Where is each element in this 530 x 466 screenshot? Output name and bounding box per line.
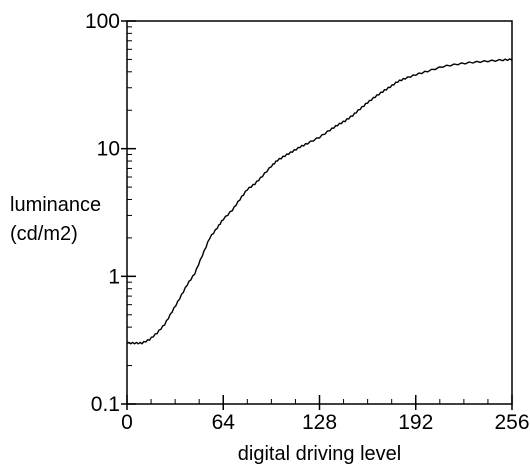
x-tick-label: 256 (494, 411, 529, 434)
y-tick-label: 0.1 (91, 393, 120, 416)
x-tick-label: 192 (398, 411, 433, 434)
y-axis-label-line-1: luminance (10, 194, 101, 216)
x-tick-label: 0 (121, 411, 133, 434)
x-axis-ticks: 0 64 128 192 256 (121, 395, 530, 434)
luminance-series-line (126, 58, 513, 345)
x-tick-label: 64 (212, 411, 236, 434)
y-tick-label: 10 (97, 138, 120, 161)
y-tick-label: 1 (108, 265, 120, 288)
y-tick-label: 100 (85, 10, 120, 33)
y-axis-label-line-2: (cd/m2) (10, 223, 78, 245)
y-axis-ticks: 0.1 1 10 100 (85, 10, 136, 416)
x-tick-label: 128 (302, 411, 337, 434)
x-axis-label: digital driving level (238, 443, 401, 465)
plot-frame (126, 20, 513, 405)
